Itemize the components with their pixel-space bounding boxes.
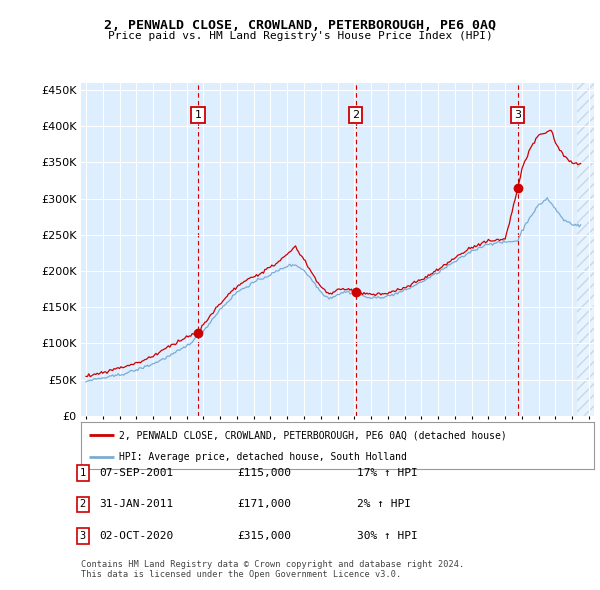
Text: 3: 3 (80, 531, 86, 540)
Text: 02-OCT-2020: 02-OCT-2020 (99, 531, 173, 540)
Text: £315,000: £315,000 (237, 531, 291, 540)
Text: HPI: Average price, detached house, South Holland: HPI: Average price, detached house, Sout… (119, 453, 407, 462)
Text: 31-JAN-2011: 31-JAN-2011 (99, 500, 173, 509)
Text: 30% ↑ HPI: 30% ↑ HPI (357, 531, 418, 540)
Text: 2, PENWALD CLOSE, CROWLAND, PETERBOROUGH, PE6 0AQ (detached house): 2, PENWALD CLOSE, CROWLAND, PETERBOROUGH… (119, 430, 507, 440)
Text: 07-SEP-2001: 07-SEP-2001 (99, 468, 173, 478)
Text: 2, PENWALD CLOSE, CROWLAND, PETERBOROUGH, PE6 0AQ: 2, PENWALD CLOSE, CROWLAND, PETERBOROUGH… (104, 19, 496, 32)
Text: 3: 3 (514, 110, 521, 120)
Text: 2: 2 (352, 110, 359, 120)
Text: Price paid vs. HM Land Registry's House Price Index (HPI): Price paid vs. HM Land Registry's House … (107, 31, 493, 41)
Text: 17% ↑ HPI: 17% ↑ HPI (357, 468, 418, 478)
Text: 2: 2 (80, 500, 86, 509)
Text: Contains HM Land Registry data © Crown copyright and database right 2024.
This d: Contains HM Land Registry data © Crown c… (81, 560, 464, 579)
Text: 1: 1 (194, 110, 202, 120)
Text: 2% ↑ HPI: 2% ↑ HPI (357, 500, 411, 509)
Text: 1: 1 (80, 468, 86, 478)
Text: £171,000: £171,000 (237, 500, 291, 509)
Text: £115,000: £115,000 (237, 468, 291, 478)
